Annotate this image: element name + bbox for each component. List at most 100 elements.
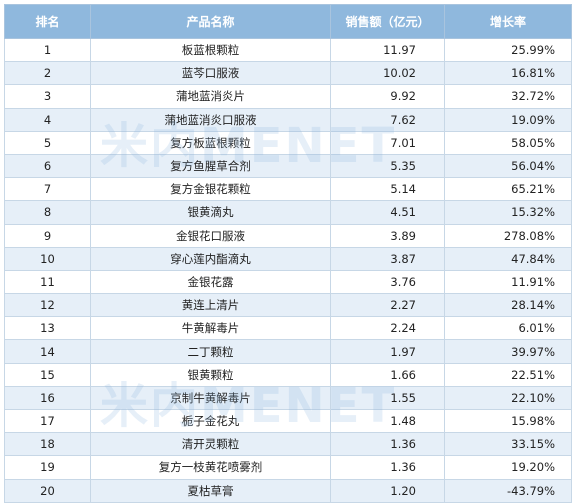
rank-cell: 11 <box>4 269 91 295</box>
sales-cell: 3.87 <box>330 246 445 271</box>
rank-cell: 14 <box>4 339 91 364</box>
table-row: 4 蒲地蓝消炎口服液 7.62 19.09% <box>4 107 572 132</box>
rank-cell: 7 <box>4 177 91 202</box>
table-row: 12 黄连上清片 2.27 28.14% <box>4 293 572 318</box>
table-row: 5 复方板蓝根颗粒 7.01 58.05% <box>4 130 572 155</box>
sales-cell: 1.48 <box>330 408 445 434</box>
sales-ranking-table-container: 排名 产品名称 销售额（亿元） 增长率 1 板蓝根颗粒 11.97 25.99% 2 蓝芩… <box>4 4 572 503</box>
sales-cell: 7.01 <box>330 130 445 155</box>
rank-cell: 3 <box>4 84 91 109</box>
product-name-cell: 穿心莲内酯滴丸 <box>90 246 331 271</box>
header-rank: 排名 <box>4 4 91 39</box>
sales-cell: 2.24 <box>330 316 445 341</box>
product-name-cell: 金银花露 <box>90 269 331 295</box>
growth-cell: 11.91% <box>444 269 572 295</box>
product-name-cell: 复方一枝黄花喷雾剂 <box>90 455 331 480</box>
growth-cell: 19.20% <box>444 455 572 480</box>
table-row: 8 银黄滴丸 4.51 15.32% <box>4 200 572 225</box>
product-name-cell: 银黄滴丸 <box>90 200 331 225</box>
header-sales: 销售额（亿元） <box>330 4 445 39</box>
product-name-cell: 蓝芩口服液 <box>90 61 331 86</box>
growth-cell: 19.09% <box>444 107 572 132</box>
growth-cell: 22.10% <box>444 385 572 411</box>
rank-cell: 2 <box>4 61 91 86</box>
growth-cell: 278.08% <box>444 223 572 248</box>
sales-cell: 5.14 <box>330 177 445 202</box>
sales-cell: 10.02 <box>330 61 445 86</box>
sales-cell: 1.97 <box>330 339 445 364</box>
rank-cell: 5 <box>4 130 91 155</box>
growth-cell: 25.99% <box>444 37 572 63</box>
growth-cell: 47.84% <box>444 246 572 271</box>
table-row: 20 夏枯草膏 1.20 -43.79% <box>4 478 572 503</box>
sales-cell: 1.36 <box>330 455 445 480</box>
table-row: 17 栀子金花丸 1.48 15.98% <box>4 408 572 434</box>
growth-cell: 16.81% <box>444 61 572 86</box>
table-body: 1 板蓝根颗粒 11.97 25.99% 2 蓝芩口服液 10.02 16.81% 3 蒲地蓝消炎… <box>4 37 572 503</box>
sales-cell: 4.51 <box>330 200 445 225</box>
growth-cell: 6.01% <box>444 316 572 341</box>
product-name-cell: 复方金银花颗粒 <box>90 177 331 202</box>
sales-cell: 11.97 <box>330 37 445 63</box>
sales-cell: 1.66 <box>330 362 445 387</box>
table-row: 15 银黄颗粒 1.66 22.51% <box>4 362 572 387</box>
table-row: 18 清开灵颗粒 1.36 33.15% <box>4 432 572 457</box>
table-row: 16 京制牛黄解毒片 1.55 22.10% <box>4 385 572 411</box>
product-name-cell: 金银花口服液 <box>90 223 331 248</box>
sales-cell: 1.20 <box>330 478 445 503</box>
product-name-cell: 复方鱼腥草合剂 <box>90 153 331 179</box>
rank-cell: 10 <box>4 246 91 271</box>
growth-cell: 32.72% <box>444 84 572 109</box>
sales-cell: 5.35 <box>330 153 445 179</box>
table-row: 1 板蓝根颗粒 11.97 25.99% <box>4 37 572 63</box>
sales-cell: 1.55 <box>330 385 445 411</box>
table-header-row: 排名 产品名称 销售额（亿元） 增长率 <box>4 4 572 39</box>
rank-cell: 8 <box>4 200 91 225</box>
rank-cell: 20 <box>4 478 91 503</box>
table-row: 7 复方金银花颗粒 5.14 65.21% <box>4 177 572 202</box>
rank-cell: 18 <box>4 432 91 457</box>
table-row: 13 牛黄解毒片 2.24 6.01% <box>4 316 572 341</box>
growth-cell: 15.98% <box>444 408 572 434</box>
product-name-cell: 板蓝根颗粒 <box>90 37 331 63</box>
product-name-cell: 清开灵颗粒 <box>90 432 331 457</box>
growth-cell: 28.14% <box>444 293 572 318</box>
rank-cell: 12 <box>4 293 91 318</box>
sales-cell: 2.27 <box>330 293 445 318</box>
product-name-cell: 牛黄解毒片 <box>90 316 331 341</box>
sales-ranking-table: 排名 产品名称 销售额（亿元） 增长率 1 板蓝根颗粒 11.97 25.99% 2 蓝芩… <box>4 4 572 503</box>
header-growth: 增长率 <box>444 4 572 39</box>
rank-cell: 15 <box>4 362 91 387</box>
table-row: 3 蒲地蓝消炎片 9.92 32.72% <box>4 84 572 109</box>
header-product-name: 产品名称 <box>90 4 331 39</box>
table-row: 11 金银花露 3.76 11.91% <box>4 269 572 295</box>
rank-cell: 1 <box>4 37 91 63</box>
sales-cell: 1.36 <box>330 432 445 457</box>
product-name-cell: 复方板蓝根颗粒 <box>90 130 331 155</box>
table-row: 6 复方鱼腥草合剂 5.35 56.04% <box>4 153 572 179</box>
sales-cell: 9.92 <box>330 84 445 109</box>
table-row: 19 复方一枝黄花喷雾剂 1.36 19.20% <box>4 455 572 480</box>
table-row: 14 二丁颗粒 1.97 39.97% <box>4 339 572 364</box>
growth-cell: 22.51% <box>444 362 572 387</box>
rank-cell: 4 <box>4 107 91 132</box>
rank-cell: 19 <box>4 455 91 480</box>
growth-cell: 39.97% <box>444 339 572 364</box>
product-name-cell: 二丁颗粒 <box>90 339 331 364</box>
table-row: 10 穿心莲内酯滴丸 3.87 47.84% <box>4 246 572 271</box>
rank-cell: 17 <box>4 408 91 434</box>
table-row: 2 蓝芩口服液 10.02 16.81% <box>4 61 572 86</box>
growth-cell: 15.32% <box>444 200 572 225</box>
growth-cell: 65.21% <box>444 177 572 202</box>
product-name-cell: 蒲地蓝消炎口服液 <box>90 107 331 132</box>
rank-cell: 16 <box>4 385 91 411</box>
growth-cell: -43.79% <box>444 478 572 503</box>
rank-cell: 6 <box>4 153 91 179</box>
growth-cell: 33.15% <box>444 432 572 457</box>
product-name-cell: 京制牛黄解毒片 <box>90 385 331 411</box>
product-name-cell: 夏枯草膏 <box>90 478 331 503</box>
sales-cell: 7.62 <box>330 107 445 132</box>
growth-cell: 56.04% <box>444 153 572 179</box>
product-name-cell: 黄连上清片 <box>90 293 331 318</box>
product-name-cell: 银黄颗粒 <box>90 362 331 387</box>
